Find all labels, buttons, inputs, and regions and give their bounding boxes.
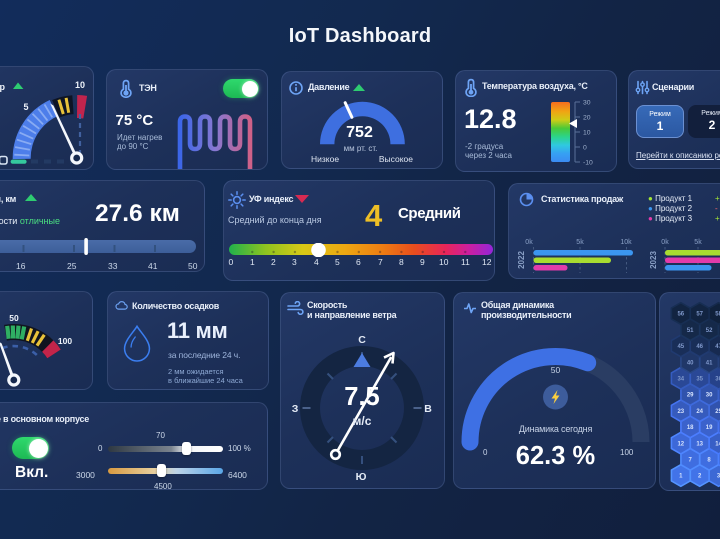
svg-text:34: 34	[677, 377, 684, 383]
svg-text:35: 35	[696, 377, 703, 383]
svg-text:З: З	[292, 403, 299, 415]
svg-text:р: р	[0, 82, 6, 92]
svg-text:2023: 2023	[649, 251, 658, 269]
svg-text:-10: -10	[583, 160, 593, 167]
svg-text:57: 57	[696, 312, 703, 318]
svg-text:36: 36	[715, 377, 720, 383]
svg-text:0: 0	[583, 145, 587, 152]
svg-text:12: 12	[677, 441, 684, 447]
svg-text:1: 1	[679, 474, 683, 480]
svg-text:51: 51	[687, 328, 694, 334]
svg-text:10: 10	[583, 130, 591, 137]
svg-text:14: 14	[715, 441, 720, 447]
svg-text:23: 23	[677, 409, 684, 415]
svg-text:41: 41	[706, 360, 713, 366]
svg-text:Ю: Ю	[356, 471, 367, 483]
svg-text:5k: 5k	[576, 239, 584, 246]
svg-text:8: 8	[707, 458, 711, 464]
svg-text:5k: 5k	[694, 239, 702, 246]
svg-text:40: 40	[687, 360, 694, 366]
svg-text:20: 20	[583, 115, 591, 122]
svg-text:7: 7	[689, 458, 693, 464]
svg-text:10: 10	[75, 80, 85, 90]
svg-text:13: 13	[696, 441, 703, 447]
svg-text:0k: 0k	[525, 239, 533, 246]
svg-text:29: 29	[687, 393, 694, 399]
svg-text:30: 30	[706, 393, 713, 399]
svg-text:2022: 2022	[517, 251, 526, 269]
svg-text:50: 50	[9, 313, 19, 323]
svg-text:24: 24	[696, 409, 703, 415]
svg-text:2: 2	[698, 474, 702, 480]
svg-text:46: 46	[696, 344, 703, 350]
svg-text:С: С	[358, 334, 366, 346]
svg-text:0k: 0k	[661, 239, 669, 246]
svg-text:19: 19	[706, 425, 713, 431]
svg-text:В: В	[424, 403, 432, 415]
svg-text:52: 52	[706, 328, 713, 334]
svg-text:58: 58	[715, 312, 720, 318]
svg-text:10k: 10k	[620, 239, 632, 246]
svg-text:3: 3	[717, 474, 720, 480]
svg-text:47: 47	[715, 344, 720, 350]
svg-text:100: 100	[58, 336, 72, 346]
svg-text:45: 45	[677, 344, 684, 350]
svg-text:5: 5	[23, 102, 28, 112]
svg-text:30: 30	[583, 100, 591, 107]
svg-text:18: 18	[687, 425, 694, 431]
svg-text:56: 56	[677, 312, 684, 318]
svg-text:25: 25	[715, 409, 720, 415]
